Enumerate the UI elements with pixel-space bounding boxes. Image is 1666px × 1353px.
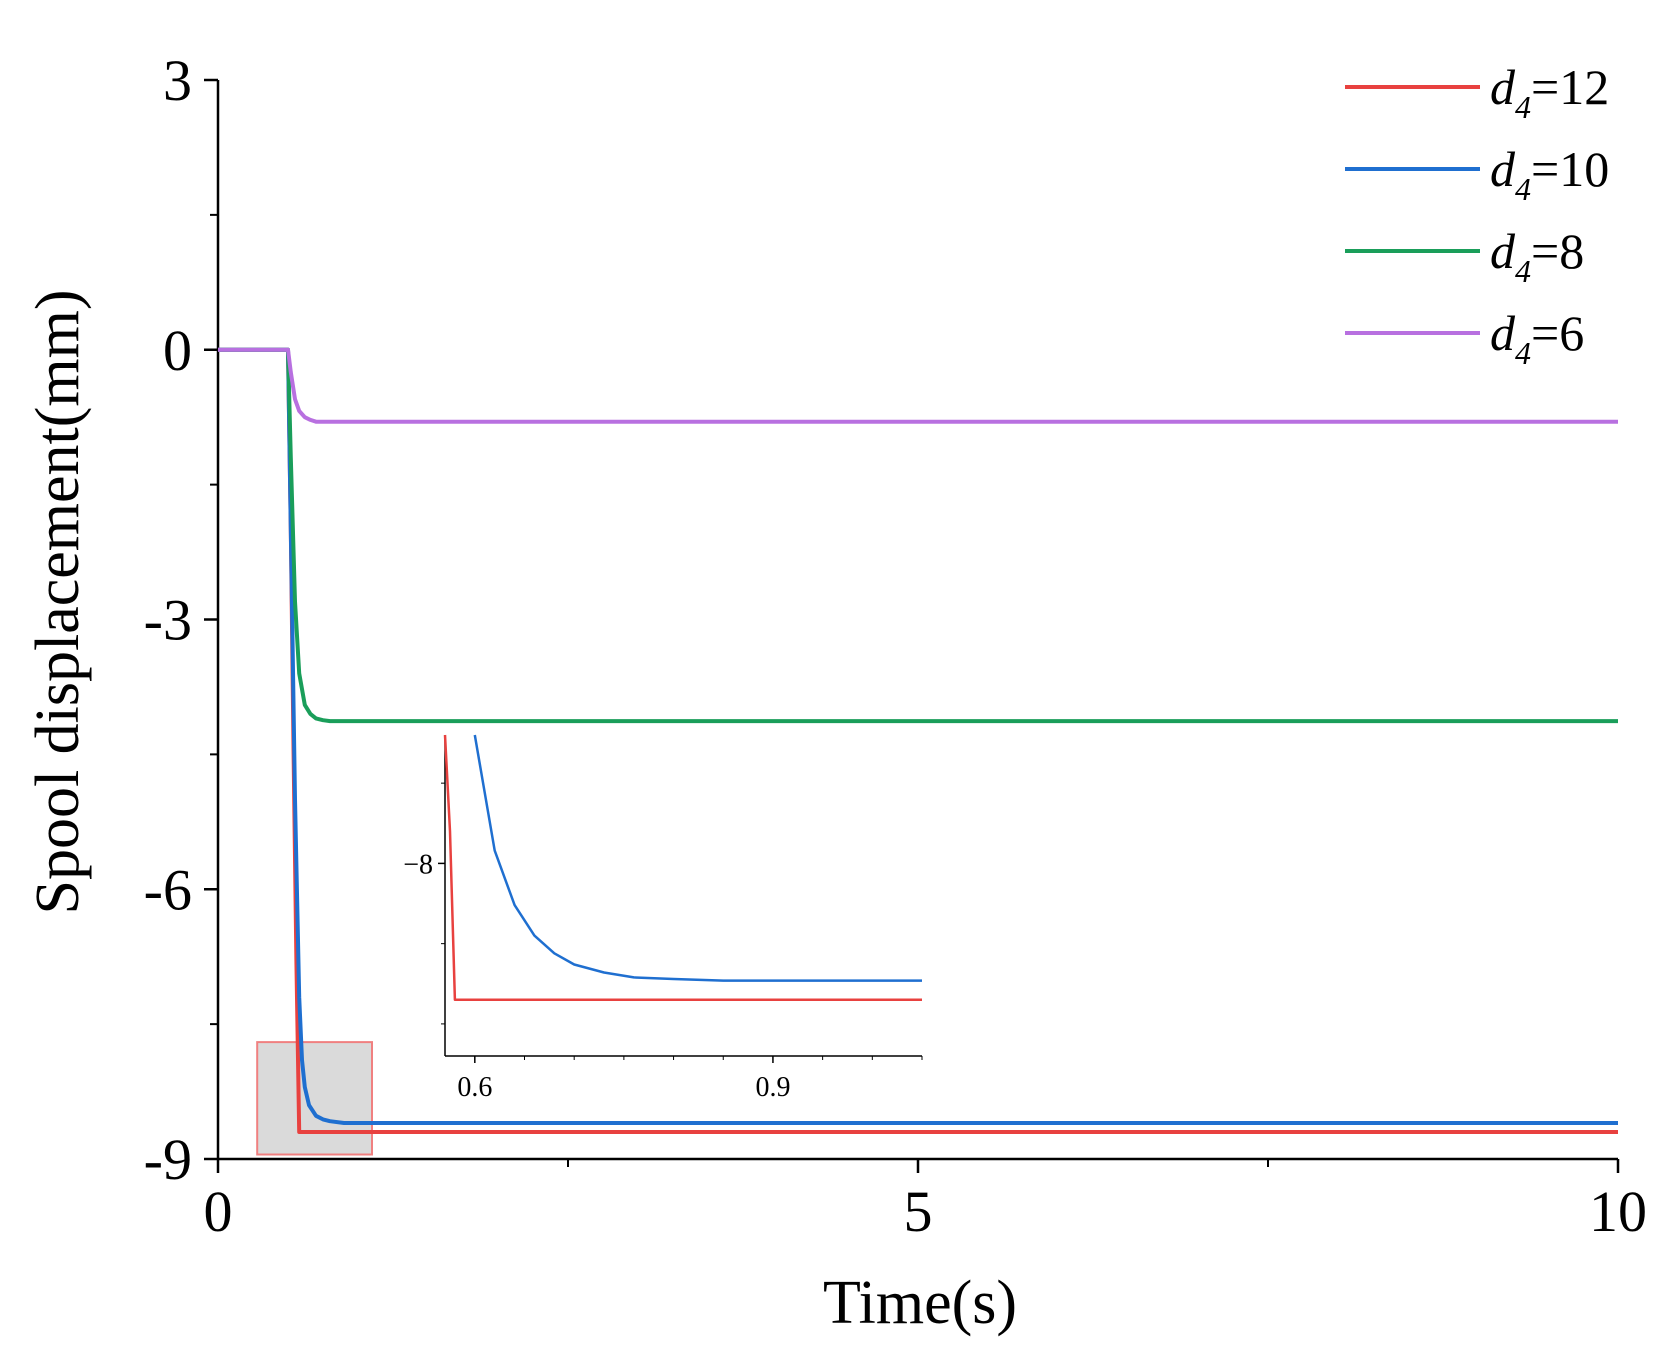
legend-label-d4=6: d4=6	[1490, 305, 1584, 371]
x-axis-title: Time(s)	[823, 1269, 1017, 1337]
legend: d4=12 d4=10 d4=8 d4=6	[1345, 59, 1609, 371]
zoom-highlight-region	[256, 1041, 374, 1156]
inset-y-tick-label: −8	[403, 849, 433, 880]
series-line-d4=8	[218, 347, 1618, 724]
y-axis-title: Spool displacement(mm)	[24, 289, 92, 914]
y-tick-label: 0	[163, 318, 192, 383]
x-tick-label: 10	[1589, 1179, 1647, 1244]
y-tick-label: -9	[144, 1127, 192, 1192]
x-tick-label: 5	[904, 1179, 933, 1244]
inset-zoom-plot: 0.6 0.9 −8	[403, 734, 923, 1103]
series-line-d4=6	[218, 347, 1618, 424]
inset-background	[445, 735, 922, 1056]
x-tick-label: 0	[204, 1179, 233, 1244]
y-tick-label: -6	[144, 857, 192, 922]
main-series-group	[218, 347, 1618, 1134]
legend-label-d4=12: d4=12	[1490, 59, 1609, 125]
y-tick-label: 3	[163, 48, 192, 113]
main-axes: 30-3-6-90 5 10	[144, 48, 1647, 1244]
inset-series-line-d4=12	[443, 734, 922, 1002]
legend-label-d4=10: d4=10	[1490, 141, 1609, 207]
y-tick-label: -3	[144, 588, 192, 653]
inset-x-tick-label: 0.9	[755, 1072, 790, 1103]
series-line-d4=10	[218, 347, 1618, 1125]
legend-label-d4=8: d4=8	[1490, 223, 1584, 289]
zoom-highlight-rect	[256, 1041, 374, 1156]
inset-x-tick-label: 0.6	[457, 1072, 492, 1103]
inset-series-line-d4=10	[473, 734, 922, 982]
